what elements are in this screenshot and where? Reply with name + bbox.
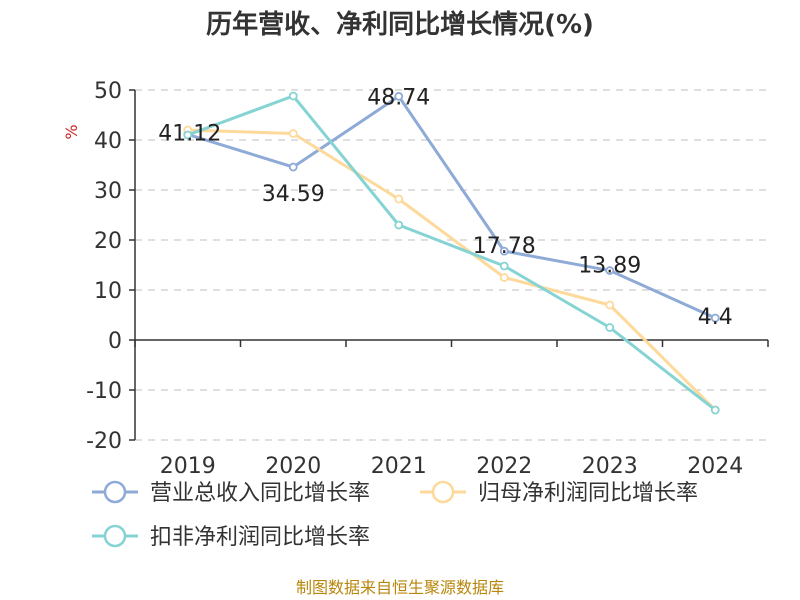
data-point-net_profit	[394, 194, 404, 204]
data-point-revenue	[288, 162, 298, 172]
x-tick-label: 2021	[371, 454, 427, 479]
y-axis-unit: %	[62, 124, 81, 139]
x-tick-label: 2024	[687, 454, 743, 479]
x-tick-label: 2022	[476, 454, 532, 479]
legend-marker	[103, 480, 127, 504]
x-tick-label: 2020	[265, 454, 321, 479]
series-line-revenue	[187, 94, 716, 320]
data-point-deducted_profit	[288, 91, 298, 101]
y-tick-label: 10	[94, 279, 122, 304]
legend-label: 营业总收入同比增长率	[150, 481, 370, 506]
series-line-net_profit	[187, 128, 717, 412]
data-point-deducted_profit	[710, 405, 720, 415]
data-label: 48.74	[367, 85, 430, 110]
data-point-deducted_profit	[605, 323, 615, 332]
y-tick-label: 20	[94, 229, 122, 254]
data-point-deducted_profit	[183, 130, 193, 140]
legend-marker	[103, 524, 127, 548]
data-point-net_profit	[288, 129, 298, 138]
legend-label: 扣非净利润同比增长率	[150, 525, 370, 550]
legend-item-revenue: 营业总收入同比增长率	[92, 480, 370, 506]
data-point-revenue	[499, 246, 509, 256]
x-tick-label: 2019	[160, 454, 216, 479]
x-tick-label: 2023	[582, 454, 638, 479]
data-point-net_profit	[605, 300, 615, 310]
y-tick-label: 40	[94, 129, 122, 154]
data-point-deducted_profit	[499, 261, 509, 271]
legend-item-net_profit: 归母净利润同比增长率	[420, 480, 698, 506]
data-label: 13.89	[578, 254, 641, 279]
y-tick-label: 0	[108, 329, 122, 354]
legend-label: 归母净利润同比增长率	[478, 481, 698, 506]
data-point-revenue	[394, 91, 404, 101]
series-revenue	[183, 91, 720, 323]
y-tick-label: -20	[86, 429, 122, 454]
data-point-deducted_profit	[394, 220, 404, 230]
data-point-revenue	[605, 266, 615, 275]
data-point-net_profit	[499, 273, 509, 282]
data-label: 41.12	[158, 121, 221, 146]
axes: 50 40 30 20 10 0 -10 -20 2019 2020 2021 2022 2023 202…	[86, 79, 769, 479]
data-point-revenue	[710, 313, 720, 323]
source-note: 制图数据来自恒生聚源数据库	[296, 578, 504, 597]
data-label: 17.78	[473, 234, 536, 259]
series-line-deducted_profit	[187, 94, 717, 412]
series-lines	[183, 91, 720, 415]
legend-marker	[431, 480, 455, 504]
y-tick-label: -10	[86, 379, 122, 404]
data-label: 4.4	[698, 305, 733, 330]
series-deducted_profit	[183, 91, 720, 415]
data-labels: 41.12 34.59 48.74 17.78 13.89 4.4	[158, 85, 732, 330]
legend-item-deducted_profit: 扣非净利润同比增长率	[92, 524, 370, 550]
y-tick-label: 30	[94, 179, 122, 204]
grid-lines	[135, 89, 768, 441]
y-tick-label: 50	[94, 79, 122, 104]
chart-title: 历年营收、净利同比增长情况(%)	[206, 9, 594, 40]
data-label: 34.59	[262, 182, 325, 207]
